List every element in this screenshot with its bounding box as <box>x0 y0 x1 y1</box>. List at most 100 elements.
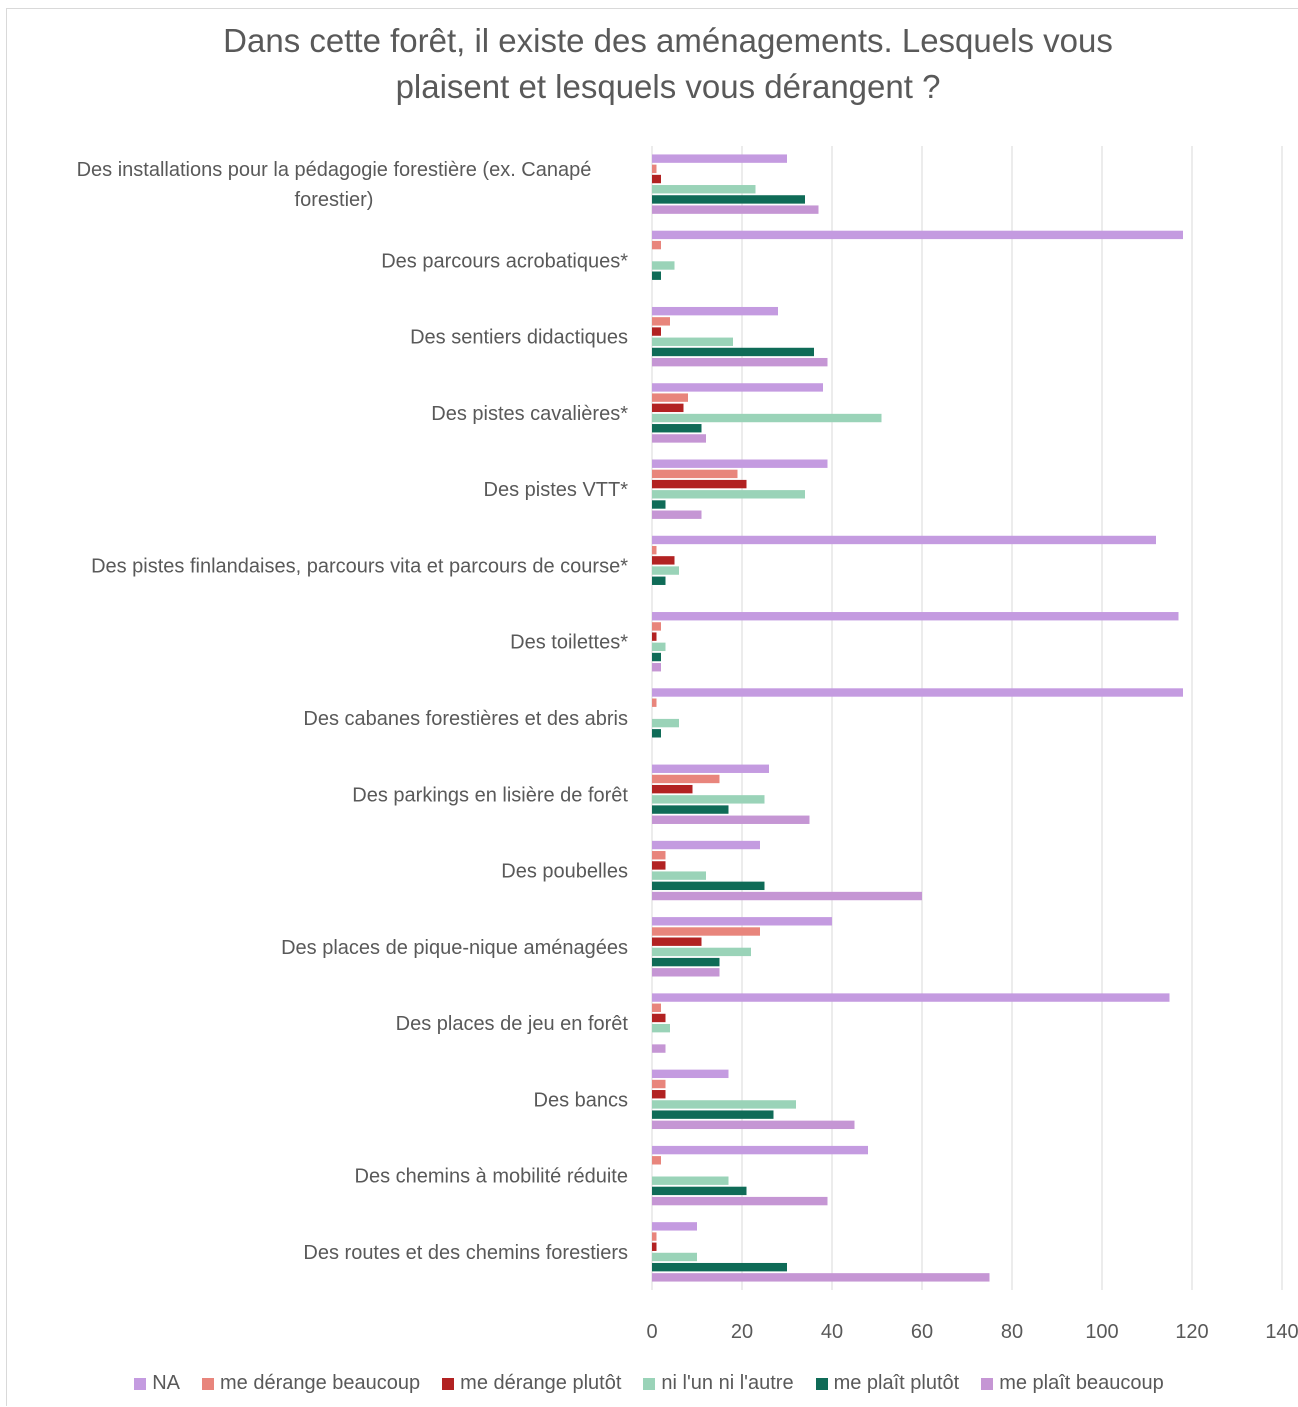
bar <box>652 784 693 794</box>
legend-label: me dérange plutôt <box>460 1372 622 1394</box>
bar <box>652 698 657 707</box>
bar <box>652 357 828 367</box>
x-tick-label: 40 <box>821 1321 843 1343</box>
bar <box>652 795 765 804</box>
bar <box>652 881 765 891</box>
bar <box>652 154 787 163</box>
category-label: Des parcours acrobatiques* <box>381 250 628 272</box>
bar <box>652 1176 729 1185</box>
bar <box>652 891 922 901</box>
bar <box>652 434 706 443</box>
bar <box>652 729 661 738</box>
bar <box>652 1196 828 1206</box>
category-label: Des routes et des chemins forestiers <box>303 1242 628 1264</box>
bar <box>652 424 702 433</box>
bar <box>652 1023 670 1033</box>
bar <box>652 479 747 489</box>
x-tick-label: 120 <box>1175 1321 1208 1343</box>
bar <box>652 403 684 413</box>
category-label: Des sentiers didactiques <box>410 327 628 349</box>
bar <box>652 174 661 184</box>
category-label: Des installations pour la pédagogie fore… <box>77 159 592 181</box>
bar <box>652 337 733 346</box>
bar <box>652 1186 747 1196</box>
bar <box>652 1120 855 1130</box>
bar <box>652 1003 661 1012</box>
category-label: Des parkings en lisière de forêt <box>352 784 628 806</box>
bar <box>652 764 769 773</box>
bar <box>652 1100 796 1109</box>
bar <box>652 195 805 204</box>
bar <box>652 1145 868 1155</box>
chart-title: Dans cette forêt, il existe des aménagem… <box>0 18 1298 110</box>
legend-item: me plaît plutôt <box>815 1372 960 1395</box>
legend-swatch <box>815 1377 828 1390</box>
bar <box>652 1273 990 1282</box>
bar <box>652 1110 774 1119</box>
legend-swatch <box>643 1377 656 1390</box>
bar <box>652 510 702 519</box>
bar <box>652 164 657 174</box>
bar <box>652 469 738 479</box>
bar <box>652 230 1183 240</box>
category-label: Des chemins à mobilité réduite <box>355 1166 628 1188</box>
bar <box>652 317 670 326</box>
bar <box>652 917 832 926</box>
bar <box>652 327 661 336</box>
category-label: Des pistes cavalières* <box>431 403 628 425</box>
bar <box>652 205 819 214</box>
bar <box>652 805 729 814</box>
x-tick-label: 60 <box>911 1321 933 1343</box>
legend-label: NA <box>152 1372 181 1394</box>
bar <box>652 185 756 194</box>
legend-label: ni l'un ni l'autre <box>661 1372 794 1394</box>
bar <box>652 576 666 585</box>
bar <box>652 261 675 270</box>
bar <box>652 500 666 509</box>
bar <box>652 1044 666 1053</box>
x-tick-label: 0 <box>646 1321 657 1343</box>
bar <box>652 306 778 316</box>
category-label: forestier) <box>295 189 374 211</box>
bar <box>652 490 805 499</box>
category-label: Des toilettes* <box>510 632 628 654</box>
category-label: Des poubelles <box>501 861 628 883</box>
bar <box>652 1156 661 1165</box>
legend-swatch <box>981 1377 994 1390</box>
category-label: Des pistes VTT* <box>484 479 629 501</box>
legend-label: me dérange beaucoup <box>220 1372 421 1394</box>
bar <box>652 1013 666 1023</box>
bar <box>652 947 751 957</box>
legend-item: me dérange plutôt <box>442 1372 621 1395</box>
legend-item: me dérange beaucoup <box>202 1372 420 1395</box>
bar <box>652 1252 697 1262</box>
bar <box>652 545 657 555</box>
bar <box>652 688 1183 697</box>
bar <box>652 393 688 402</box>
bar <box>652 1090 666 1099</box>
legend-label: me plaît plutôt <box>833 1372 960 1394</box>
legend-swatch <box>134 1377 147 1390</box>
x-tick-label: 20 <box>731 1321 753 1343</box>
bar <box>652 622 661 631</box>
bar <box>652 1232 657 1241</box>
bar <box>652 968 720 977</box>
category-label: Des places de pique-nique aménagées <box>281 937 628 959</box>
bar <box>652 612 1179 621</box>
bar <box>652 566 679 575</box>
bar <box>652 1079 666 1089</box>
bar <box>652 632 657 641</box>
bar <box>652 459 828 468</box>
bar <box>652 927 760 936</box>
bar <box>652 1222 697 1231</box>
bar <box>652 535 1156 545</box>
bar <box>652 718 679 728</box>
bar <box>652 1242 657 1251</box>
x-tick-label: 80 <box>1001 1321 1023 1343</box>
bar <box>652 347 814 357</box>
category-label: Des pistes finlandaises, parcours vita e… <box>91 555 628 577</box>
bar <box>652 861 666 870</box>
bar <box>652 774 720 784</box>
bar <box>652 871 706 880</box>
category-label: Des places de jeu en forêt <box>396 1013 629 1035</box>
